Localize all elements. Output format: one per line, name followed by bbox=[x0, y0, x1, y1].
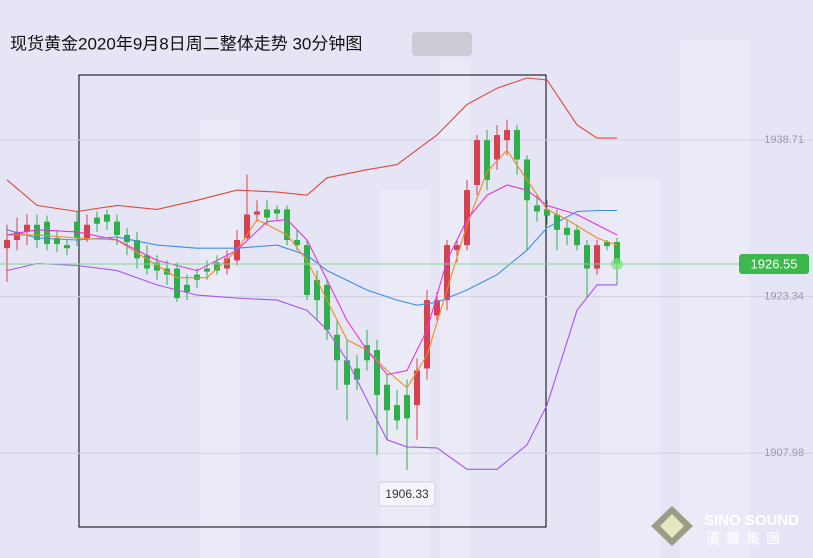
logo: SINO SOUND 漢聲集團 bbox=[651, 506, 799, 547]
candle-body bbox=[144, 255, 150, 269]
candle-body bbox=[284, 209, 290, 241]
indicator-line bbox=[6, 262, 617, 470]
candle-body bbox=[334, 334, 340, 361]
candle-body bbox=[584, 245, 590, 269]
candle-body bbox=[494, 135, 500, 160]
y-tick-label: 1907.98 bbox=[764, 447, 804, 459]
indicator-line bbox=[6, 77, 617, 213]
candle-body bbox=[294, 240, 300, 246]
candle-body bbox=[324, 284, 330, 330]
last-price-label: 1926.55 bbox=[751, 256, 798, 271]
candle-body bbox=[374, 350, 380, 395]
candle-body bbox=[414, 370, 420, 406]
candle-body bbox=[614, 242, 620, 264]
low-label: 1906.33 bbox=[385, 487, 429, 501]
candle-body bbox=[454, 245, 460, 251]
indicator-line bbox=[7, 149, 618, 389]
candle-body bbox=[64, 245, 70, 249]
candle-body bbox=[564, 227, 570, 235]
logo-name-cn: 漢聲集團 bbox=[706, 531, 786, 547]
low-label-box bbox=[378, 481, 436, 507]
candle-body bbox=[534, 205, 540, 212]
candle-body bbox=[174, 268, 180, 299]
candle-body bbox=[54, 237, 60, 245]
candle-body bbox=[604, 242, 610, 247]
candle-body bbox=[574, 229, 580, 246]
candle-body bbox=[354, 368, 360, 380]
candle-body bbox=[344, 360, 350, 385]
candle-body bbox=[44, 221, 50, 245]
candle-body bbox=[274, 209, 280, 214]
candle-body bbox=[184, 284, 190, 292]
indicator-line bbox=[6, 184, 618, 376]
candle-body bbox=[224, 258, 230, 269]
candle-body bbox=[74, 221, 80, 238]
candle-body bbox=[304, 245, 310, 296]
candle-body bbox=[114, 221, 120, 235]
candle-body bbox=[254, 211, 260, 215]
background-buildings bbox=[200, 40, 750, 558]
last-price-glow bbox=[611, 257, 623, 270]
candle-body bbox=[514, 129, 520, 160]
indicator-line bbox=[6, 209, 617, 306]
candle-body bbox=[84, 224, 90, 238]
candle-body bbox=[544, 209, 550, 216]
candle-body bbox=[134, 240, 140, 259]
candle-body bbox=[154, 262, 160, 271]
y-tick-label: 1938.71 bbox=[764, 134, 804, 146]
candle-body bbox=[364, 344, 370, 361]
candle-body bbox=[394, 405, 400, 421]
frame bbox=[78, 74, 547, 528]
candle-body bbox=[264, 209, 270, 218]
candle-body bbox=[504, 129, 510, 141]
candle-body bbox=[4, 240, 10, 249]
candle-body bbox=[384, 384, 390, 411]
candle-body bbox=[444, 245, 450, 301]
chart-title: 现货黄金2020年9月8日周二整体走势 30分钟图 bbox=[10, 34, 362, 53]
candle-body bbox=[104, 214, 110, 222]
candle-body bbox=[424, 300, 430, 369]
blurred-box bbox=[412, 32, 472, 56]
candle-body bbox=[24, 224, 30, 232]
candle-body bbox=[314, 279, 320, 301]
candle-body bbox=[94, 217, 100, 224]
candle-body bbox=[14, 231, 20, 241]
candle-body bbox=[434, 300, 440, 316]
candle-body bbox=[204, 268, 210, 272]
logo-name: SINO SOUND bbox=[704, 512, 799, 529]
last-price-box bbox=[739, 253, 809, 274]
candle-body bbox=[244, 214, 250, 238]
candle-body bbox=[404, 394, 410, 419]
candle-body bbox=[214, 262, 220, 271]
candle-body bbox=[484, 140, 490, 180]
candle-body bbox=[594, 245, 600, 269]
y-tick-label: 1923.34 bbox=[764, 291, 804, 303]
candle-body bbox=[34, 224, 40, 241]
plot: 1938.71 1923.34 1907.98 1926.55 1906.33 bbox=[0, 77, 813, 507]
candle-body bbox=[464, 190, 470, 246]
candle-body bbox=[474, 140, 480, 185]
